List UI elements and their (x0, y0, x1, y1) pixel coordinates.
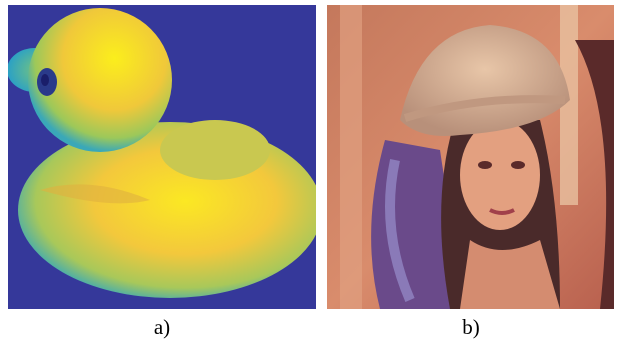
caption: a) (154, 315, 170, 339)
figure: a) b) (0, 0, 620, 342)
photo-image (327, 5, 614, 309)
caption: b) (462, 315, 480, 339)
depth-image (7, 5, 322, 309)
page: a) b) (() => { const data = JSON.parse(d… (0, 0, 620, 342)
